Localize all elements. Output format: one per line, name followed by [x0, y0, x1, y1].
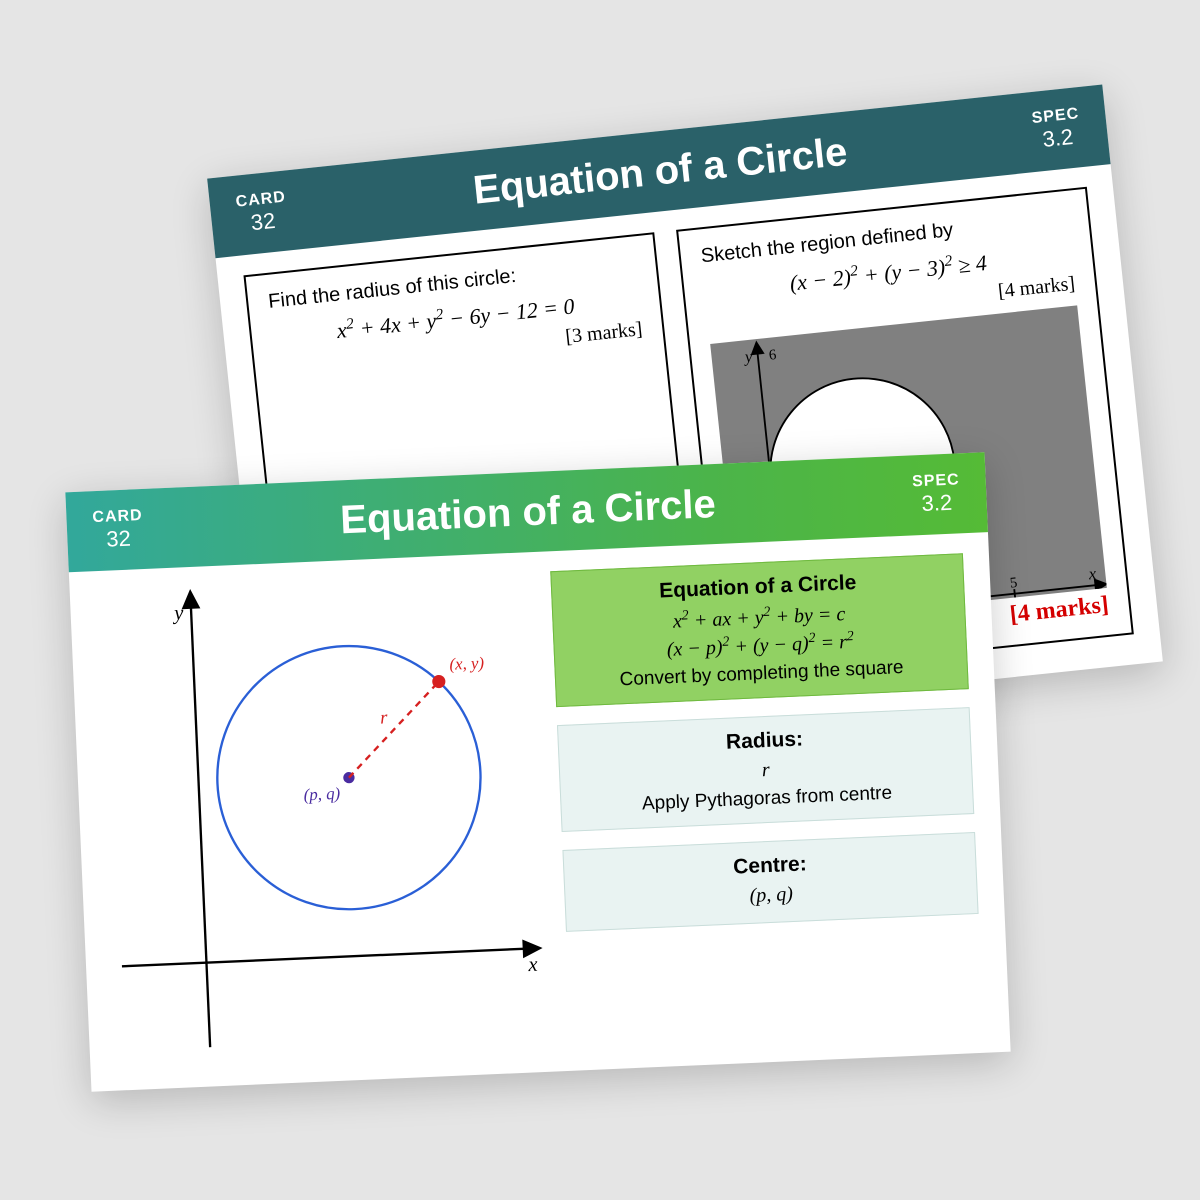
- front-body: y x (p, q) (x, y) r Equation of a Circle…: [69, 532, 1011, 1092]
- spec-number-value: 3.2: [1033, 123, 1083, 154]
- spec-number-value: 3.2: [913, 489, 962, 517]
- info-column: Equation of a Circle x2 + ax + y2 + by =…: [551, 553, 984, 1041]
- centre-panel: Centre: (p, q): [563, 832, 979, 932]
- back-spec: SPEC 3.2: [1031, 105, 1083, 154]
- spec-label: SPEC: [912, 471, 960, 491]
- flashcard-front: CARD 32 Equation of a Circle SPEC 3.2 y …: [65, 452, 1010, 1092]
- y-axis-label: y: [742, 347, 754, 367]
- circle-diagram: y x (p, q) (x, y) r: [96, 572, 549, 1060]
- radius-panel: Radius: r Apply Pythagoras from centre: [557, 707, 974, 832]
- radius-label: r: [380, 707, 389, 728]
- center-label: (p, q): [303, 784, 341, 805]
- radius-line: [345, 682, 443, 778]
- y-axis-label: y: [172, 602, 185, 625]
- point-label: (x, y): [449, 653, 485, 674]
- diagram-svg: y x (p, q) (x, y) r: [96, 572, 549, 1060]
- card-number-value: 32: [93, 525, 144, 553]
- front-spec: SPEC 3.2: [912, 471, 961, 517]
- back-card-number: CARD 32: [235, 189, 290, 238]
- card-number-value: 32: [237, 206, 290, 237]
- x-axis-label: x: [1087, 564, 1098, 584]
- svg-text:5: 5: [1009, 575, 1018, 592]
- equation-panel: Equation of a Circle x2 + ax + y2 + by =…: [551, 553, 969, 707]
- card-label: CARD: [92, 507, 143, 527]
- y-tick-6: 6: [768, 347, 777, 364]
- front-card-number: CARD 32: [92, 507, 144, 553]
- x-axis-label: x: [527, 954, 539, 976]
